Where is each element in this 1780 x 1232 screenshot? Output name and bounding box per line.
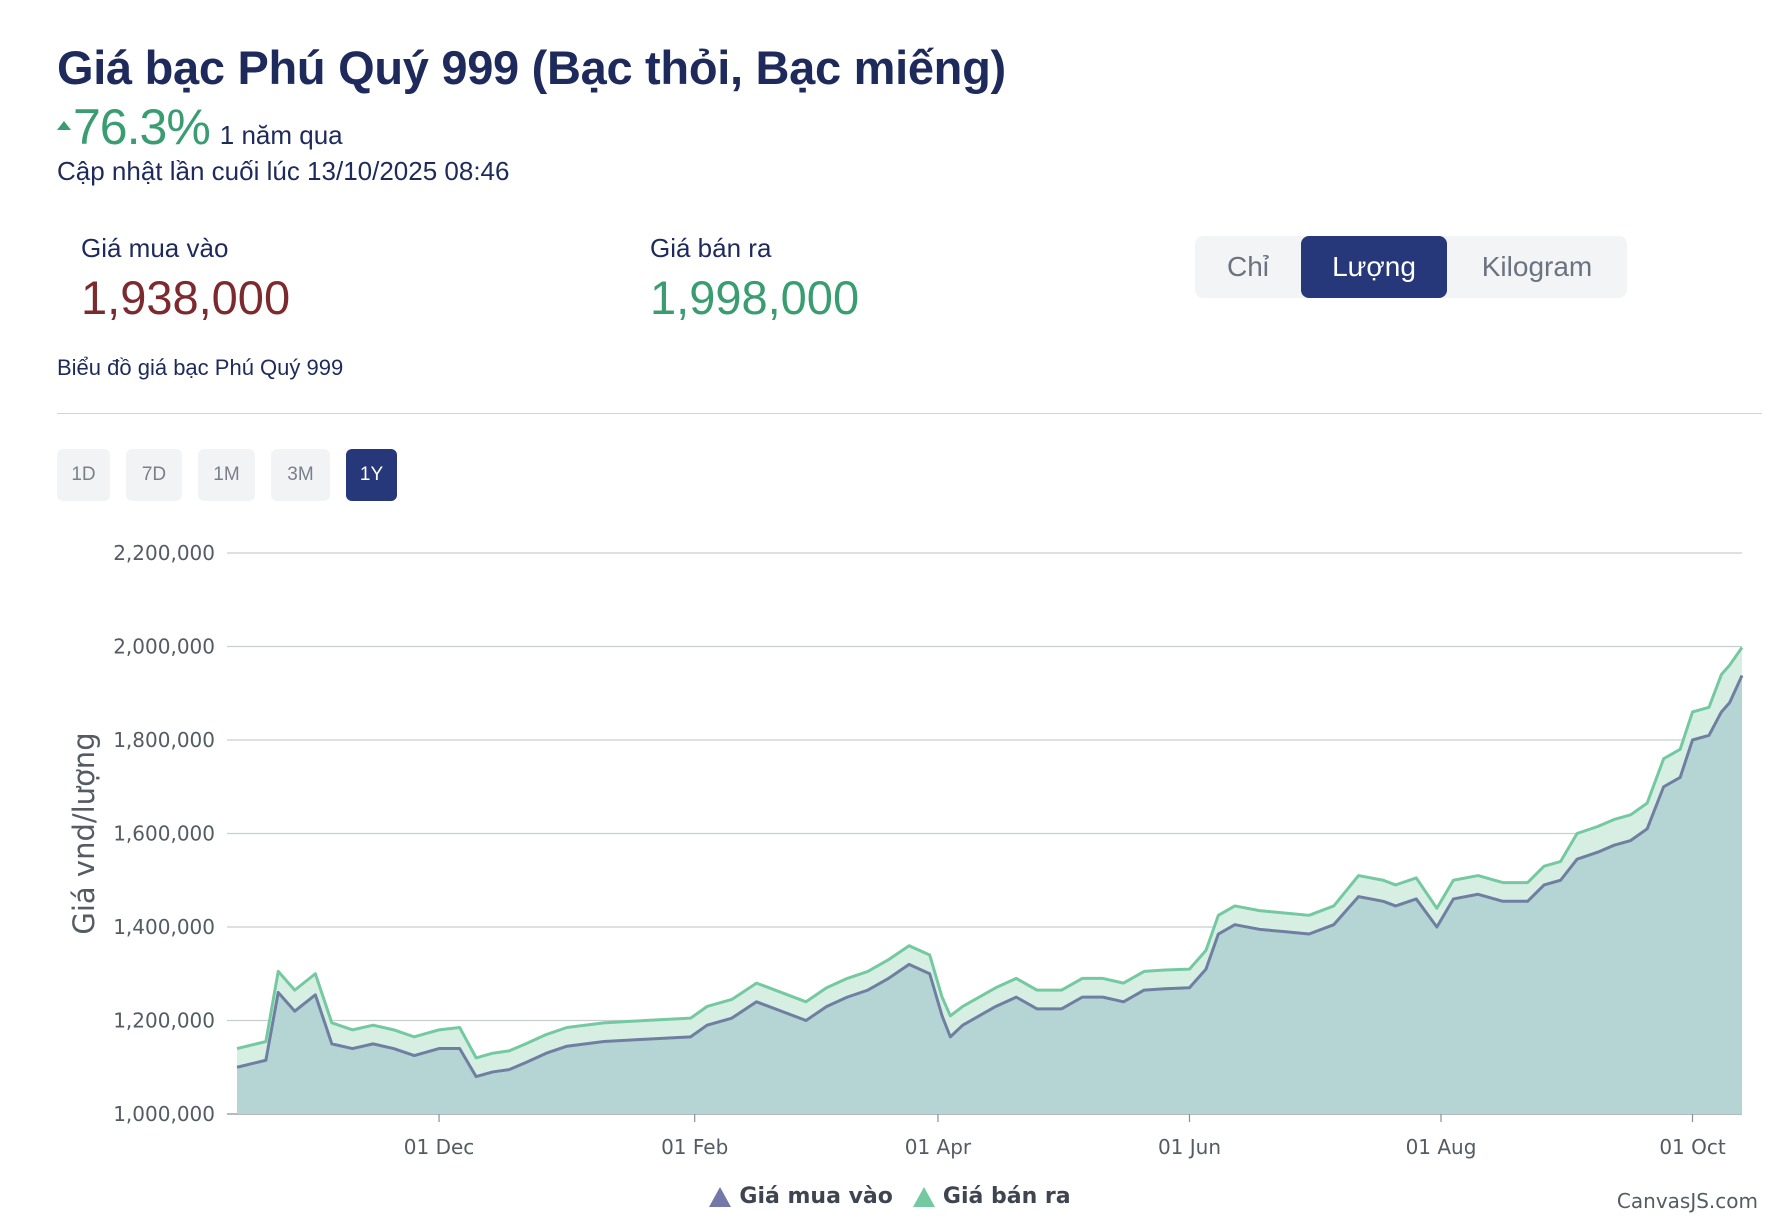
unit-toggle: Chỉ Lượng Kilogram [1195, 236, 1627, 298]
chart-axes: 1,000,000 1,200,000 1,400,000 1,600,000 1,80… [67, 541, 1726, 1159]
y-tick-label: 1,000,000 [113, 1102, 215, 1126]
range-button-1d[interactable]: 1D [57, 449, 110, 501]
buy-price-label: Giá mua vào [81, 233, 229, 263]
sell-line [236, 646, 1744, 1060]
buy-line [236, 674, 1744, 1079]
legend-item-sell[interactable]: Giá bán ra [912, 1184, 1071, 1209]
sell-area [237, 647, 1742, 1077]
up-arrow-icon [57, 121, 71, 130]
chart-grid [227, 552, 1742, 1115]
x-tick-label: 01 Aug [1406, 1135, 1477, 1159]
range-button-3m[interactable]: 3M [271, 449, 330, 501]
y-axis-title: Giá vnd/lượng [67, 732, 101, 934]
legend-label-sell: Giá bán ra [942, 1184, 1071, 1209]
buy-price-value: 1,938,000 [81, 271, 291, 324]
unit-button-kilogram[interactable]: Kilogram [1481, 251, 1593, 282]
buy-area [237, 675, 1742, 1114]
chart-credit[interactable]: CanvasJS.com [1616, 1189, 1758, 1213]
y-tick-label: 1,800,000 [113, 728, 215, 752]
price-chart: 1,000,000 1,200,000 1,400,000 1,600,000 1,80… [67, 541, 1744, 1159]
y-tick-label: 1,200,000 [113, 1009, 215, 1033]
x-tick-label: 01 Oct [1659, 1135, 1726, 1159]
sell-price-label: Giá bán ra [650, 233, 772, 263]
sell-price-block: Giá bán ra 1,998,000 [650, 233, 859, 325]
chart-areas [236, 646, 1744, 1114]
sell-price-value: 1,998,000 [650, 271, 860, 324]
legend-item-buy[interactable]: Giá mua vào [709, 1184, 893, 1209]
unit-button-chi[interactable]: Chỉ [1226, 251, 1269, 282]
page-title: Giá bạc Phú Quý 999 (Bạc thỏi, Bạc miếng… [57, 41, 1006, 94]
unit-button-luong[interactable]: Lượng [1301, 236, 1447, 298]
range-button-7d[interactable]: 7D [126, 449, 182, 501]
range-button-1m[interactable]: 1M [198, 449, 255, 501]
buy-price-block: Giá mua vào 1,938,000 [81, 233, 290, 325]
chart-caption: Biểu đồ giá bạc Phú Quý 999 [57, 355, 344, 380]
y-tick-label: 1,400,000 [113, 915, 215, 939]
divider [57, 413, 1762, 414]
legend-label-buy: Giá mua vào [739, 1184, 893, 1209]
change-period: 1 năm qua [219, 120, 343, 150]
y-tick-label: 2,000,000 [113, 635, 215, 659]
y-tick-label: 2,200,000 [113, 541, 215, 565]
chart-legend: Giá mua vào Giá bán ra [0, 1184, 1780, 1209]
triangle-icon [709, 1186, 732, 1207]
last-updated: Cập nhật lần cuối lúc 13/10/2025 08:46 [57, 156, 510, 186]
x-tick-label: 01 Feb [661, 1135, 728, 1159]
x-tick-label: 01 Jun [1158, 1135, 1221, 1159]
range-button-1y[interactable]: 1Y [346, 449, 397, 501]
change-percent: 76.3% [73, 99, 211, 155]
x-tick-label: 01 Dec [404, 1135, 475, 1159]
x-tick-label: 01 Apr [905, 1135, 972, 1159]
y-tick-label: 1,600,000 [113, 822, 215, 846]
triangle-icon [912, 1186, 935, 1207]
change-row: 76.3% 1 năm qua [57, 98, 343, 156]
